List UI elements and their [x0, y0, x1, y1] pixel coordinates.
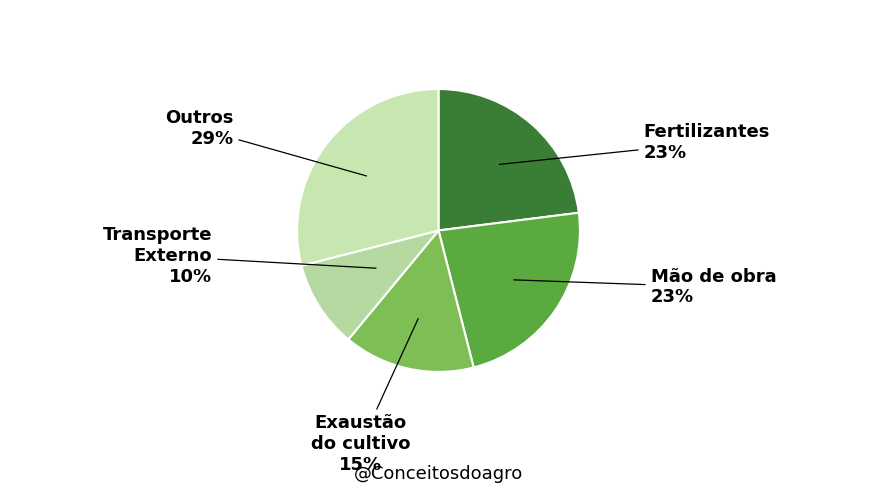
Wedge shape: [302, 230, 438, 340]
Text: Mão de obra
23%: Mão de obra 23%: [514, 268, 776, 307]
Text: @Conceitosdoagro: @Conceitosdoagro: [354, 465, 523, 483]
Wedge shape: [297, 89, 438, 266]
Wedge shape: [438, 213, 580, 367]
Text: Outros
29%: Outros 29%: [165, 109, 367, 176]
Text: Exaustão
do cultivo
15%: Exaustão do cultivo 15%: [311, 318, 418, 474]
Text: Transporte
Externo
10%: Transporte Externo 10%: [103, 226, 376, 286]
Text: Fertilizantes
23%: Fertilizantes 23%: [499, 123, 770, 164]
Wedge shape: [348, 230, 474, 372]
Wedge shape: [438, 89, 579, 230]
